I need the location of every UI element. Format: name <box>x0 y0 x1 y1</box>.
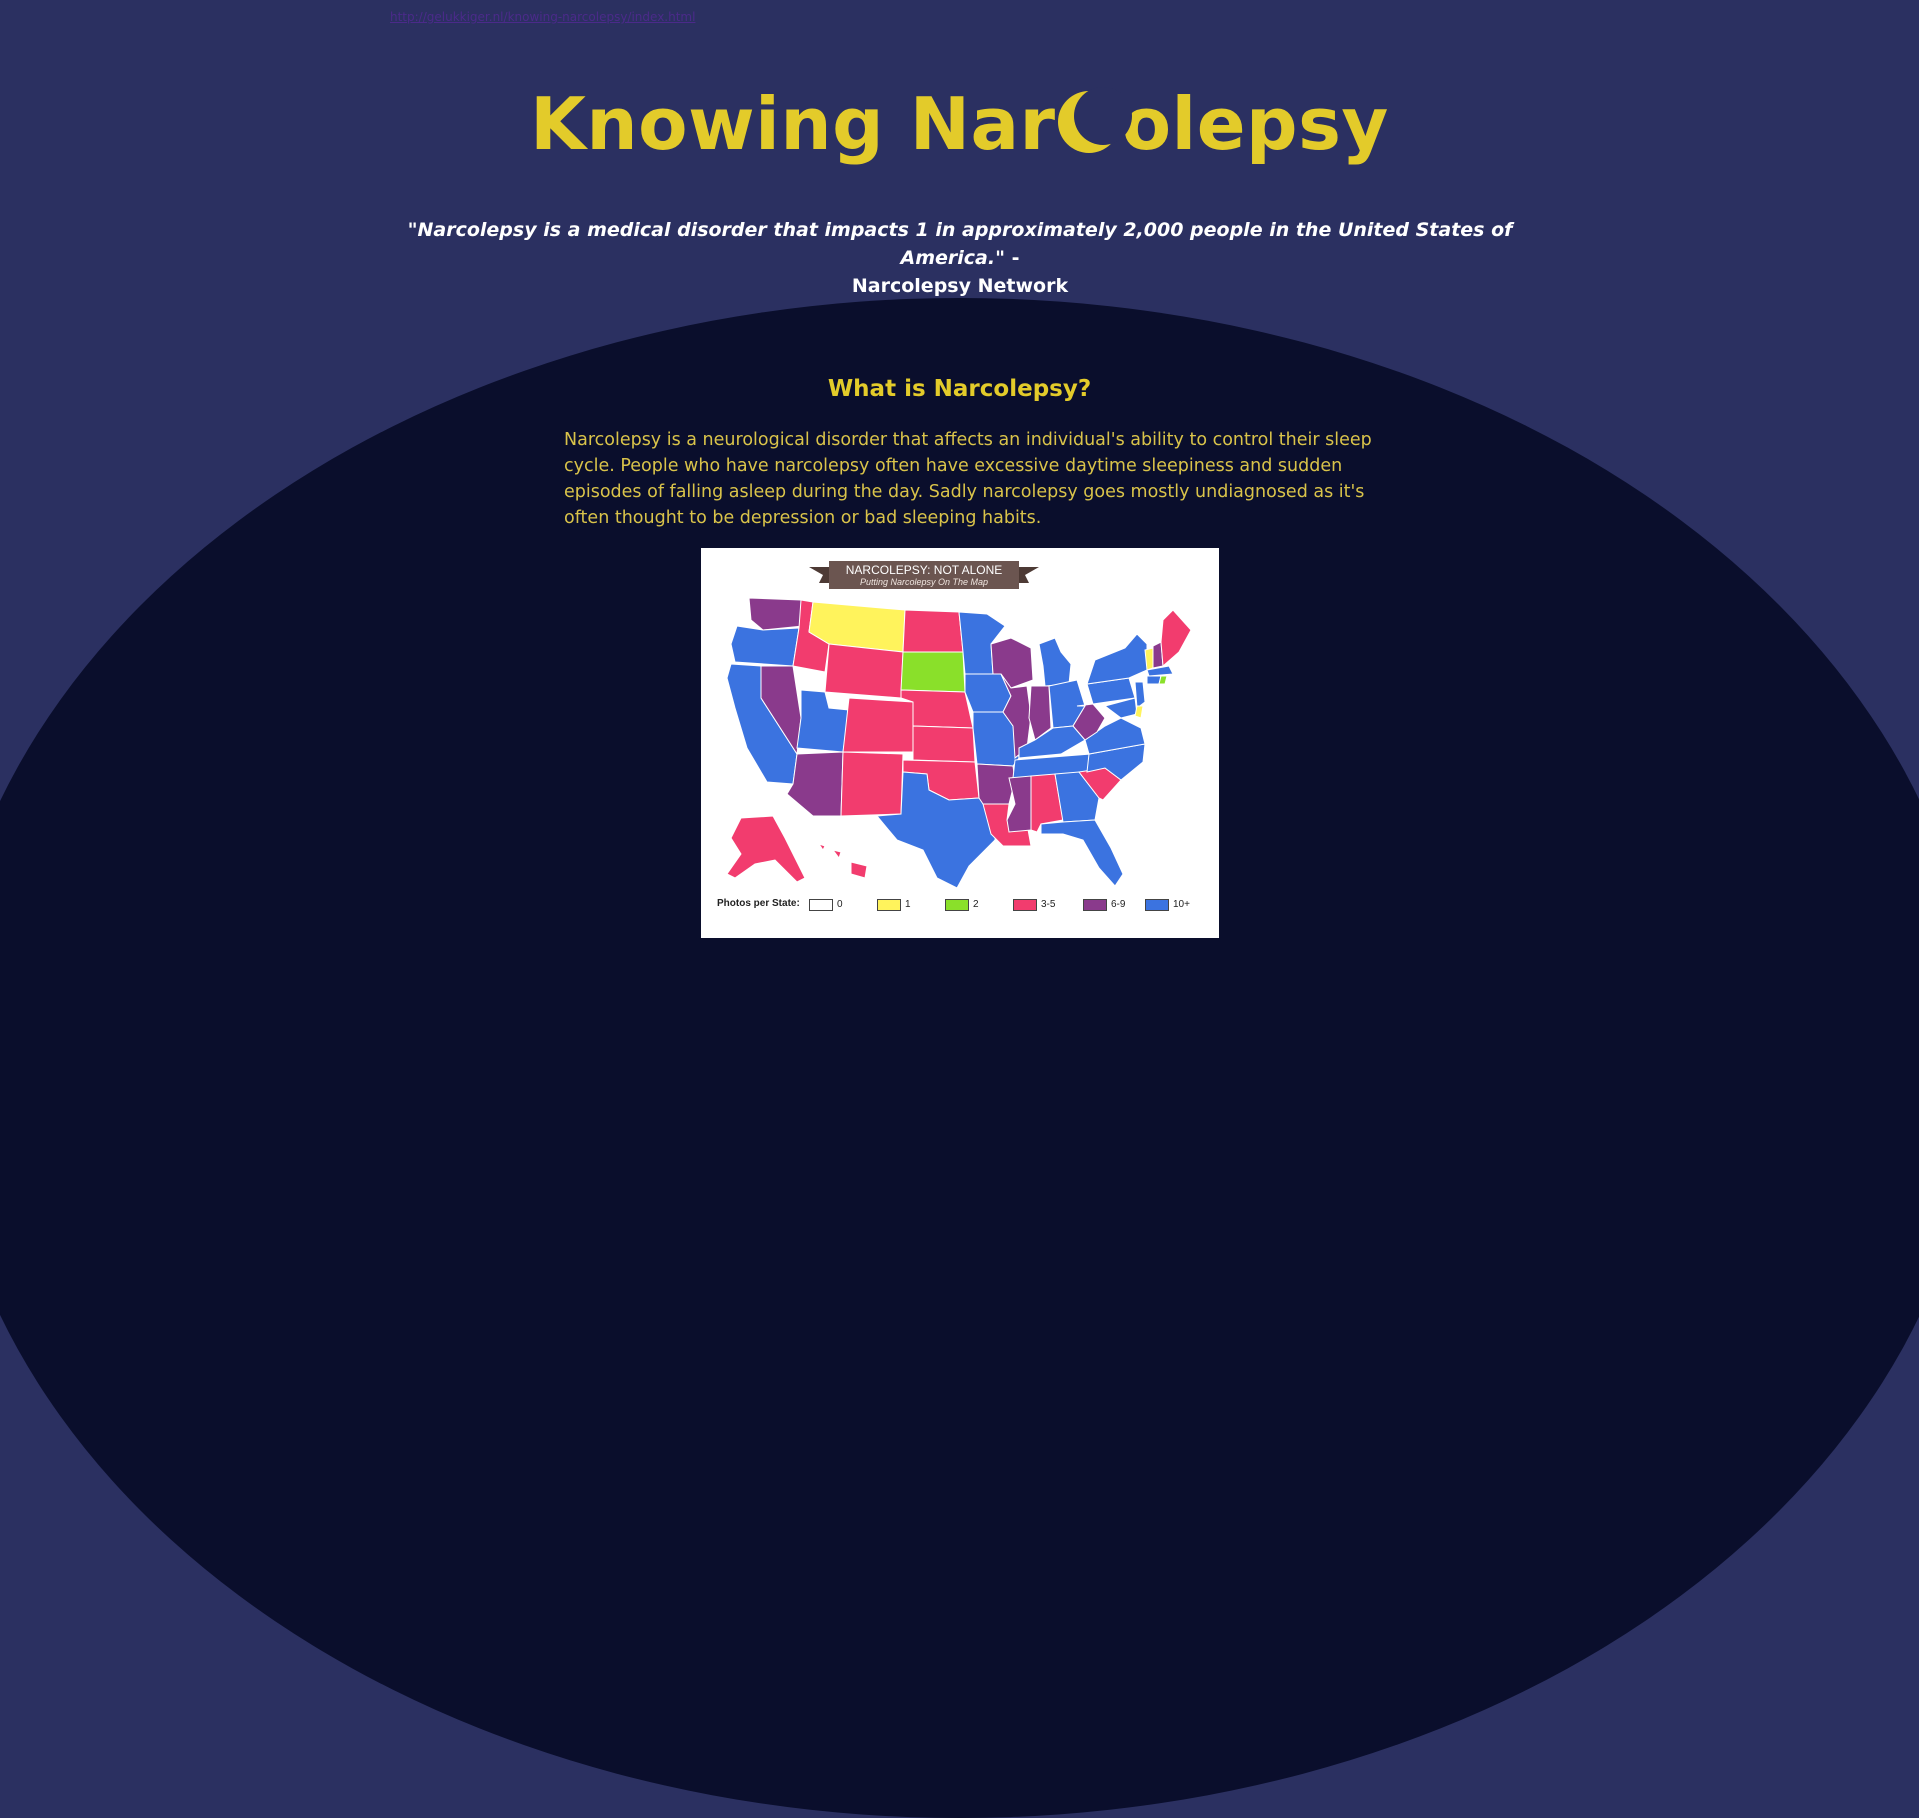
map-state-ar <box>976 763 1016 805</box>
legend-label: 2 <box>973 899 979 910</box>
map-state-ak <box>726 815 806 883</box>
quote-source: Narcolepsy Network <box>851 275 1069 297</box>
legend-swatch <box>1013 899 1037 911</box>
crescent-moon-icon <box>1057 87 1132 153</box>
legend-swatch <box>809 899 833 911</box>
map-state-vt <box>1144 647 1154 671</box>
map-state-in <box>1028 685 1052 741</box>
quote-text: "Narcolepsy is a medical disorder that i… <box>407 219 1513 269</box>
narcolepsy-map-image: NARCOLEPSY: NOT ALONE Putting Narcolepsy… <box>701 548 1219 938</box>
map-state-ks <box>912 725 976 763</box>
legend-label: 1 <box>905 899 911 910</box>
map-state-nd <box>902 609 964 653</box>
map-legend: Photos per State: 0 1 2 3-5 6-9 10+ <box>717 898 1207 918</box>
legend-swatch <box>945 899 969 911</box>
map-state-la <box>982 803 1032 847</box>
map-state-fl <box>1040 819 1124 887</box>
legend-title: Photos per State: <box>717 898 800 909</box>
map-state-wy <box>824 643 904 699</box>
map-state-co <box>842 697 914 753</box>
map-state-wi <box>990 637 1034 689</box>
map-state-ri <box>1158 675 1168 685</box>
map-state-nm <box>840 751 904 817</box>
page-title: Knowing Nar olepsy <box>0 82 1919 166</box>
hero-quote: "Narcolepsy is a medical disorder that i… <box>380 216 1540 300</box>
banner-ribbon-icon <box>809 561 1039 589</box>
title-part-2: olepsy <box>1121 82 1389 166</box>
map-banner-title: NARCOLEPSY: NOT ALONE <box>845 563 1003 577</box>
map-state-sd <box>900 651 966 693</box>
legend-swatch <box>877 899 901 911</box>
map-state-ny <box>1086 633 1148 685</box>
map-state-mi <box>1038 637 1072 687</box>
legend-label: 0 <box>837 899 843 910</box>
title-part-1: Knowing Nar <box>530 82 1056 166</box>
map-state-me <box>1160 609 1192 668</box>
quote-dash: - <box>1004 247 1020 269</box>
map-state-ma <box>1146 665 1174 677</box>
legend-swatch <box>1083 899 1107 911</box>
map-state-hi <box>817 843 868 879</box>
map-state-tx <box>876 771 998 889</box>
section-paragraph: Narcolepsy is a neurological disorder th… <box>564 430 1372 528</box>
map-state-nj <box>1134 681 1146 709</box>
map-state-wv <box>1072 703 1106 741</box>
map-banner-subtitle: Putting Narcolepsy On The Map <box>859 577 989 587</box>
section-heading: What is Narcolepsy? <box>827 376 1092 402</box>
legend-label: 6-9 <box>1111 899 1126 910</box>
map-banner: NARCOLEPSY: NOT ALONE Putting Narcolepsy… <box>809 561 1039 589</box>
map-state-wa <box>748 597 804 631</box>
map-state-de <box>1134 705 1144 719</box>
map-state-va <box>1084 717 1146 755</box>
map-state-ms <box>1006 775 1032 833</box>
us-states-map <box>726 597 1192 889</box>
legend-swatch <box>1145 899 1169 911</box>
legend-label: 10+ <box>1173 899 1190 910</box>
map-state-ut <box>796 689 850 753</box>
top-url-link[interactable]: http://gelukkiger.nl/knowing-narcolepsy/… <box>390 10 696 24</box>
legend-label: 3-5 <box>1041 899 1056 910</box>
map-state-or <box>730 625 800 667</box>
